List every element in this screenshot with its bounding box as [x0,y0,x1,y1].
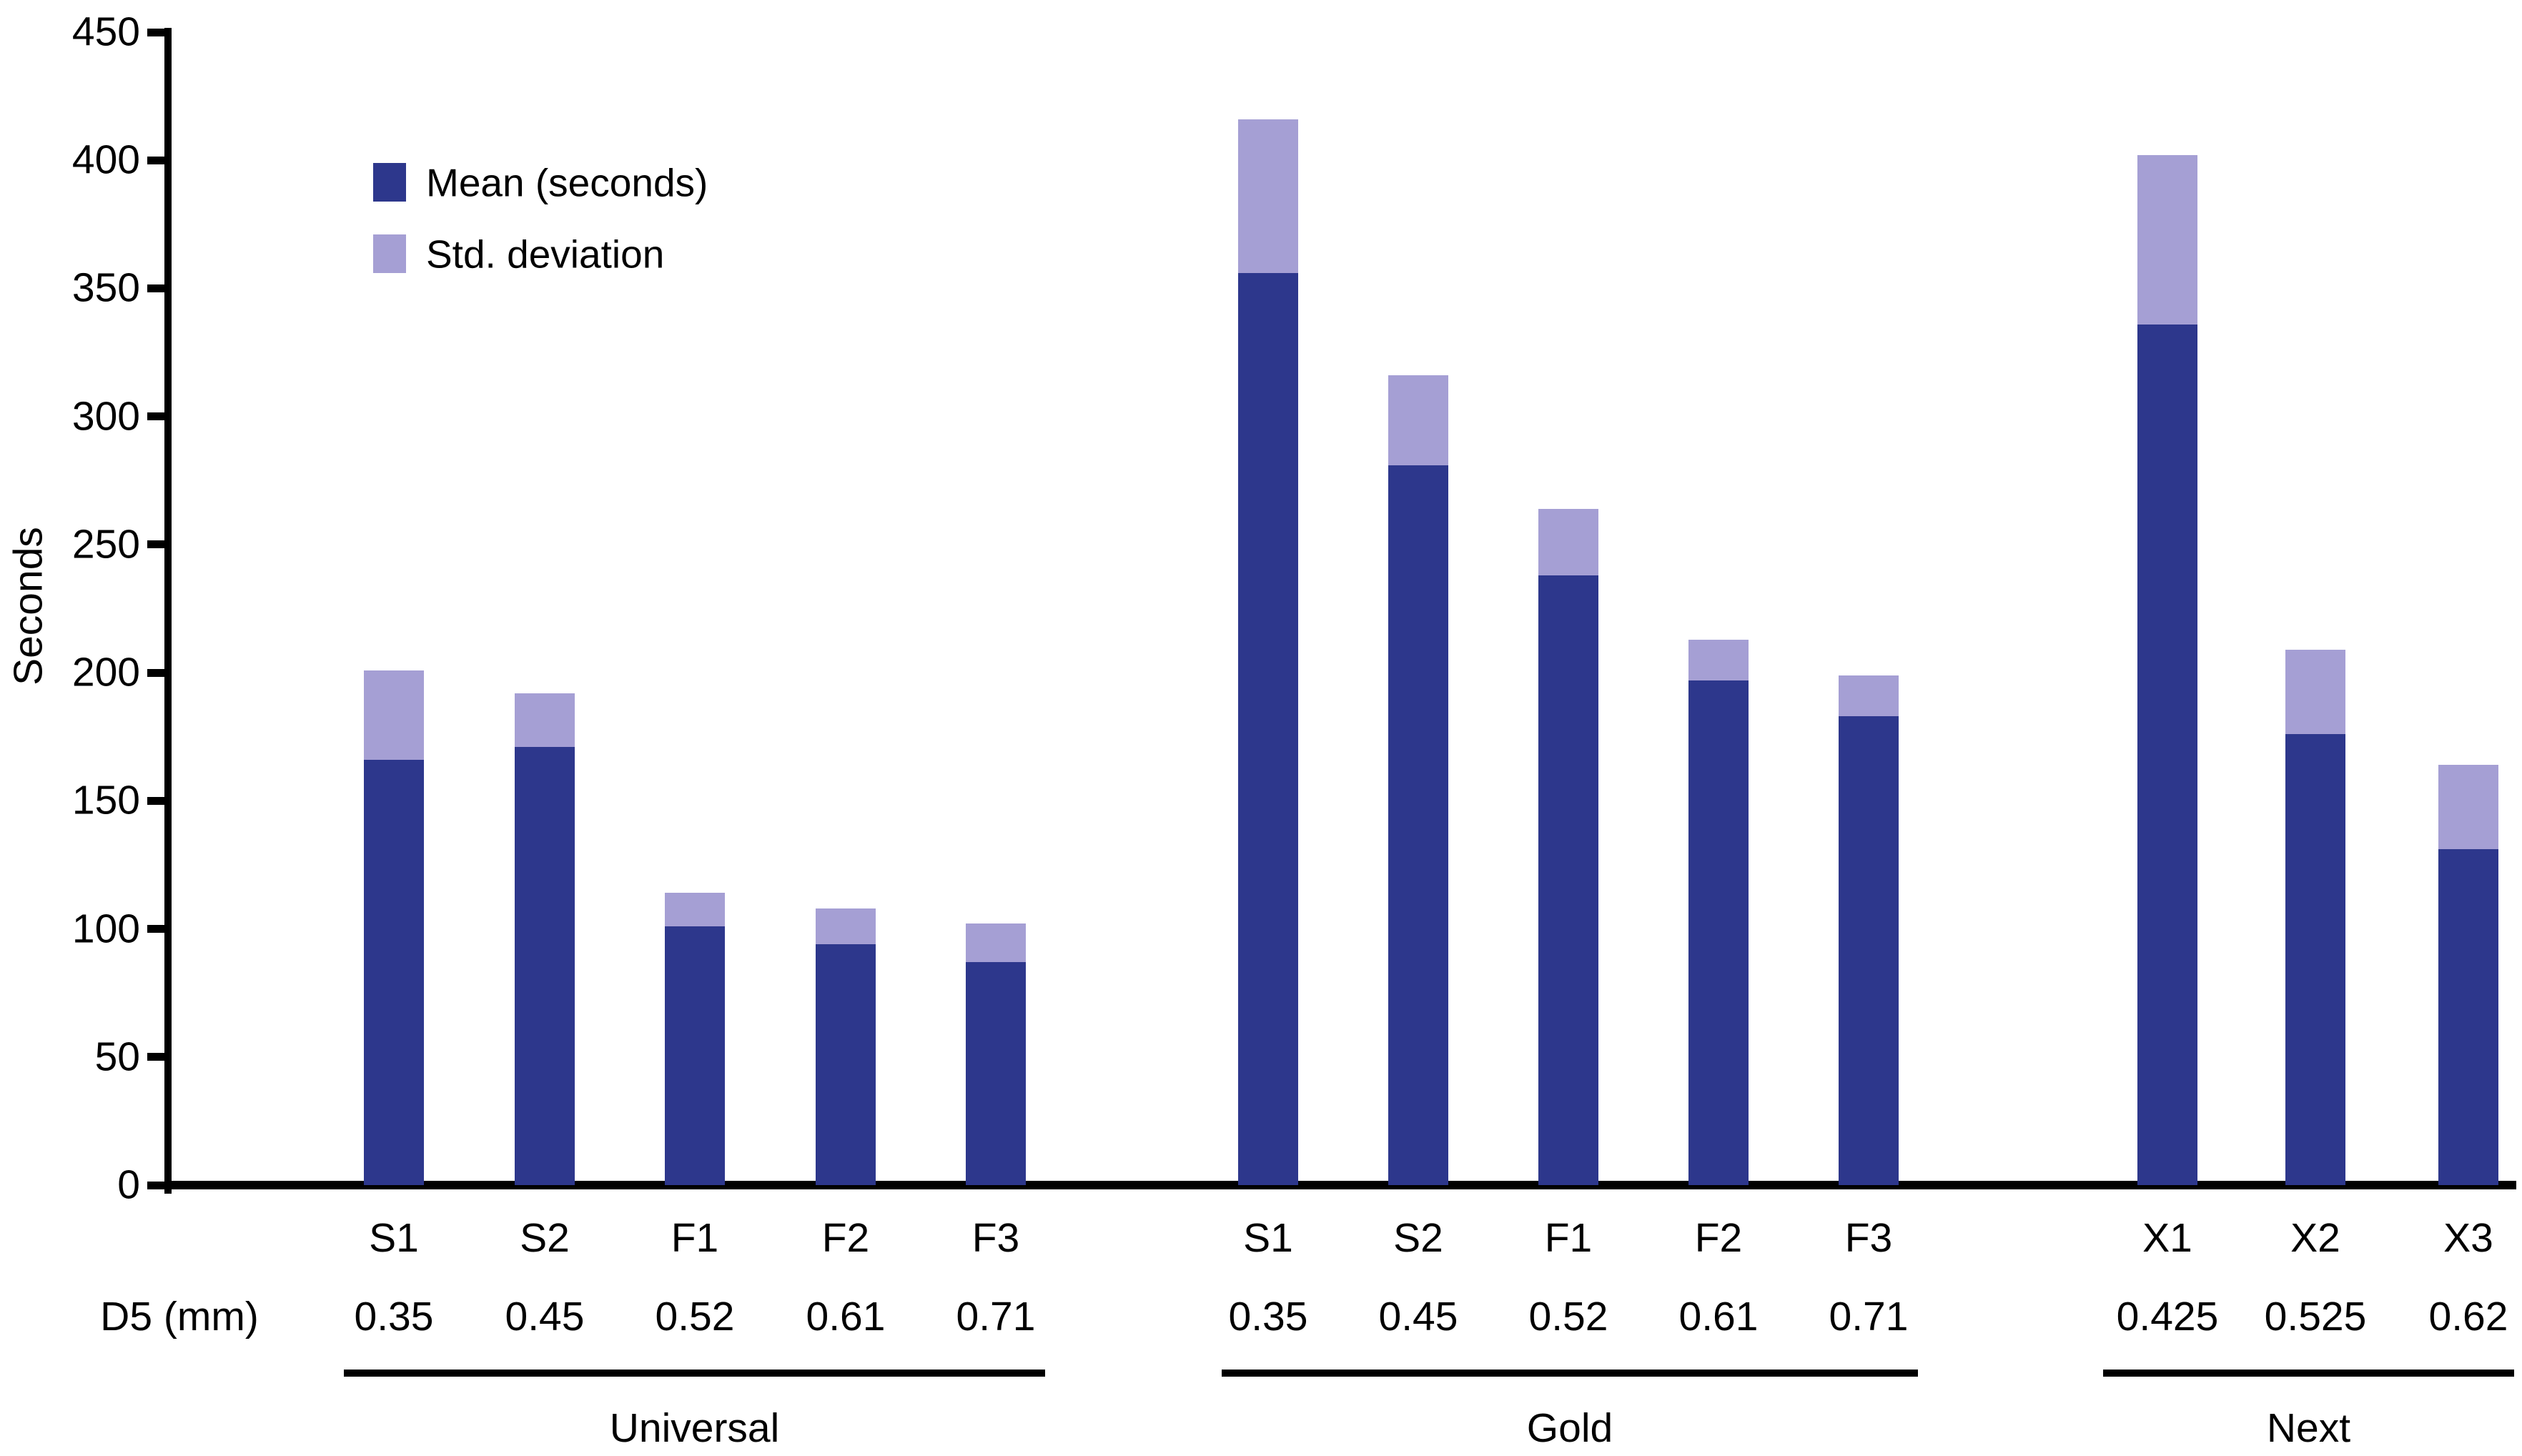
y-tick-label: 300 [71,393,140,440]
bar-std-segment [966,923,1026,963]
category-label: S2 [520,1215,570,1261]
category-label: X3 [2443,1215,2493,1261]
legend-swatch-mean-icon [373,163,406,202]
bar-std-segment [816,908,876,945]
d5-value: 0.525 [2264,1294,2367,1339]
bar-mean-segment [1388,465,1448,1185]
bar-mean-segment [515,747,575,1185]
d5-value: 0.45 [1378,1294,1458,1339]
category-label: F2 [821,1215,870,1261]
bar-std-segment [665,893,725,926]
bar-std-segment [1538,508,1598,575]
category-label: S2 [1393,1215,1443,1261]
stacked-bar-universal-f3 [966,923,1026,1185]
d5-value: 0.35 [354,1294,434,1339]
d5-value: 0.71 [1829,1294,1909,1339]
d5-value: 0.52 [655,1294,735,1339]
y-tick [147,412,164,421]
group-label: Gold [1526,1405,1613,1451]
x-axis-line [164,1181,2516,1189]
stacked-bar-universal-s2 [515,693,575,1185]
d5-row-label: D5 (mm) [100,1294,259,1339]
bar-std-segment [364,670,424,760]
category-label: F3 [971,1215,1020,1261]
y-tick-label: 400 [71,137,140,183]
d5-value: 0.61 [1678,1294,1759,1339]
category-label: X2 [2290,1215,2340,1261]
y-tick [147,1053,164,1061]
d5-value: 0.45 [505,1294,585,1339]
bar-std-segment [1688,639,1749,680]
y-tick-label: 50 [94,1034,140,1080]
bar-mean-segment [1538,575,1598,1185]
bar-mean-segment [2137,324,2197,1185]
bar-std-segment [2137,155,2197,325]
y-tick-label: 150 [71,777,140,823]
bar-std-segment [1388,375,1448,465]
legend-swatch-std-icon [373,234,406,273]
d5-value: 0.61 [806,1294,886,1339]
y-tick [147,668,164,677]
bar-mean-segment [1688,680,1749,1185]
bar-std-segment [1839,675,1899,717]
stacked-bar-next-x1 [2137,155,2197,1185]
bar-std-segment [1238,119,1298,273]
y-tick [147,925,164,933]
y-tick [147,284,164,292]
bar-mean-segment [1839,716,1899,1185]
category-label: X1 [2142,1215,2192,1261]
y-tick-label: 350 [71,264,140,311]
group-underline [2103,1370,2514,1377]
bar-mean-segment [816,944,876,1185]
category-label: F1 [1544,1215,1593,1261]
y-tick-label: 250 [71,521,140,568]
category-label: F1 [671,1215,719,1261]
y-tick-label: 200 [71,649,140,695]
category-label: S1 [369,1215,419,1261]
group-label: Next [2266,1405,2351,1451]
y-tick-label: 450 [71,9,140,55]
y-tick [147,540,164,549]
y-tick [147,1181,164,1189]
category-label: S1 [1243,1215,1293,1261]
y-tick [147,796,164,805]
stacked-bar-next-x3 [2438,765,2498,1185]
bar-std-segment [2285,649,2345,735]
stacked-bar-gold-f3 [1839,675,1899,1185]
stacked-bar-gold-f2 [1688,639,1749,1185]
stacked-bar-universal-f2 [816,908,876,1185]
group-underline [344,1370,1045,1377]
category-label: F3 [1844,1215,1893,1261]
stacked-bar-gold-f1 [1538,508,1598,1185]
bar-std-segment [2438,765,2498,850]
group-underline [1222,1370,1918,1377]
d5-value: 0.71 [956,1294,1036,1339]
bar-mean-segment [966,962,1026,1185]
category-label: F2 [1694,1215,1743,1261]
bar-std-segment [515,693,575,748]
bar-mean-segment [665,926,725,1185]
d5-value: 0.62 [2428,1294,2508,1339]
d5-value: 0.52 [1528,1294,1608,1339]
y-tick [147,28,164,36]
y-tick [147,156,164,164]
legend-label-std: Std. deviation [426,232,665,277]
y-tick-label: 0 [117,1162,140,1208]
y-axis-spine [164,28,172,1194]
y-tick-label: 100 [71,906,140,952]
bar-mean-segment [1238,272,1298,1185]
bar-mean-segment [2285,734,2345,1185]
legend-label-mean: Mean (seconds) [426,160,708,205]
d5-value: 0.425 [2116,1294,2219,1339]
stacked-bar-universal-f1 [665,893,725,1185]
stacked-bar-gold-s2 [1388,375,1448,1185]
d5-value: 0.35 [1228,1294,1308,1339]
stacked-bar-next-x2 [2285,649,2345,1185]
group-label: Universal [609,1405,780,1451]
bar-mean-segment [2438,849,2498,1185]
bar-mean-segment [364,759,424,1185]
stacked-bar-gold-s1 [1238,119,1298,1185]
stacked-bar-universal-s1 [364,670,424,1185]
